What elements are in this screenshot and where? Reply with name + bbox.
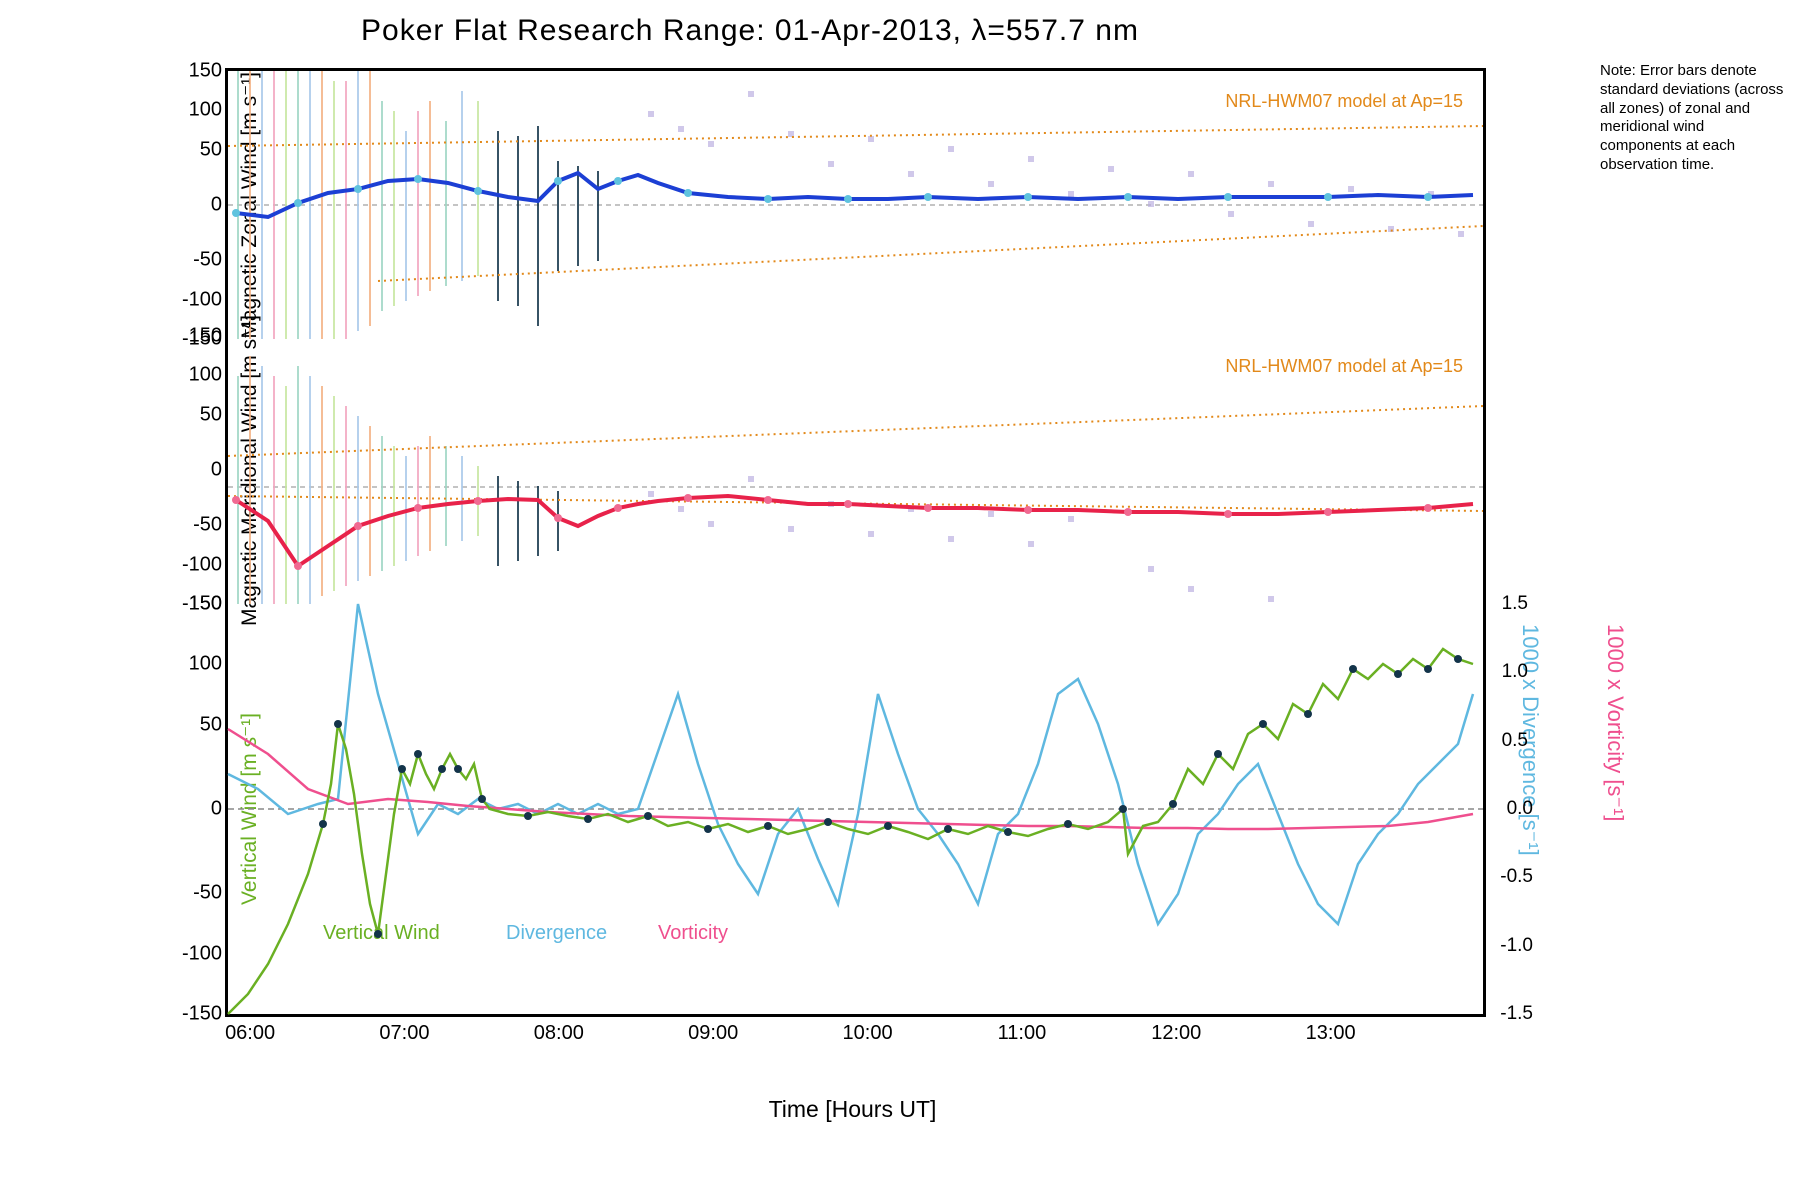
top-ytick-100: 100 bbox=[147, 99, 222, 122]
top-ytick-0: 0 bbox=[147, 194, 222, 217]
chart-title: Poker Flat Research Range: 01-Apr-2013, … bbox=[0, 14, 1500, 48]
bot-ytick-m100: -100 bbox=[147, 942, 222, 965]
bot-right-tick-m0.5: -0.5 bbox=[1500, 866, 1533, 888]
bot-right-tick-1.0: 1.0 bbox=[1502, 661, 1528, 683]
mid-ytick-150: 150 bbox=[147, 325, 222, 348]
mid-ytick-m50: -50 bbox=[147, 514, 222, 537]
mid-panel-svg bbox=[228, 336, 1483, 604]
top-model-lower-envelope bbox=[378, 226, 1483, 281]
xtick-0700: 07:00 bbox=[379, 1022, 429, 1045]
panel-top-zonal: Magnetic Zonal Wind [m s⁻¹] 150 100 50 0… bbox=[225, 68, 1486, 339]
panel-bottom-vvd: Vertical Wind [m s⁻¹] 150 100 50 0 -50 -… bbox=[225, 604, 1486, 1017]
top-ytick-50: 50 bbox=[147, 138, 222, 161]
bot-right-tick-m1.0: -1.0 bbox=[1500, 935, 1533, 957]
bot-ytick-0: 0 bbox=[147, 798, 222, 821]
top-ytick-m50: -50 bbox=[147, 249, 222, 272]
xtick-1100: 11:00 bbox=[998, 1022, 1047, 1045]
bot-right-tick-m1.5: -1.5 bbox=[1500, 1003, 1533, 1025]
top-ytick-150: 150 bbox=[147, 60, 222, 83]
xtick-1000: 10:00 bbox=[843, 1022, 893, 1045]
bottom-panel-svg bbox=[228, 604, 1483, 1014]
bot-ytick-150: 150 bbox=[147, 593, 222, 616]
top-model-upper-envelope bbox=[228, 126, 1483, 146]
bot-right-tick-0.5: 0.5 bbox=[1502, 730, 1528, 752]
xtick-0900: 09:00 bbox=[688, 1022, 738, 1045]
bot-ytick-m50: -50 bbox=[147, 882, 222, 905]
bot-ytick-100: 100 bbox=[147, 653, 222, 676]
bot-ytick-50: 50 bbox=[147, 713, 222, 736]
x-axis-title: Time [Hours UT] bbox=[225, 1096, 1480, 1123]
bot-ytick-m150: -150 bbox=[147, 1003, 222, 1026]
bot-right-tick-0.0: 0.0 bbox=[1507, 798, 1533, 820]
bot-right-tick-1.5: 1.5 bbox=[1502, 593, 1528, 615]
mid-ytick-100: 100 bbox=[147, 364, 222, 387]
bottom-vorticity-line bbox=[228, 729, 1473, 829]
mid-model-upper-envelope bbox=[228, 406, 1483, 456]
chart-root: { "title": "Poker Flat Research Range: 0… bbox=[0, 0, 1800, 1200]
mid-ytick-0: 0 bbox=[147, 459, 222, 482]
panel-mid-meridional: Magnetic Meridional Wind [m s⁻¹] 150 100… bbox=[225, 336, 1486, 604]
mid-ytick-50: 50 bbox=[147, 403, 222, 426]
top-ytick-m100: -100 bbox=[147, 288, 222, 311]
bottom-right-axis2-label: 1000 x Vorticity [s⁻¹] bbox=[1602, 624, 1628, 821]
chart-note: Note: Error bars denote standard deviati… bbox=[1600, 62, 1790, 175]
xtick-1200: 12:00 bbox=[1151, 1022, 1201, 1045]
mid-ytick-m100: -100 bbox=[147, 553, 222, 576]
top-panel-svg bbox=[228, 71, 1483, 339]
xtick-1300: 13:00 bbox=[1306, 1022, 1356, 1045]
bottom-vertical-wind-markers bbox=[319, 655, 1462, 938]
xtick-0600: 06:00 bbox=[225, 1022, 275, 1045]
xtick-0800: 08:00 bbox=[534, 1022, 584, 1045]
